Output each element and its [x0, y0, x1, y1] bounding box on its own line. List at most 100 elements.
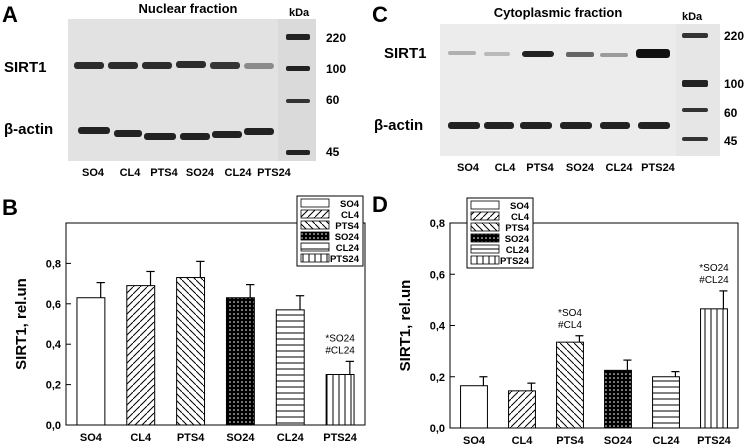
- y-tick-label: 0,0: [430, 423, 445, 435]
- x-tick-label: PTS24: [323, 432, 358, 444]
- bar-pts24: [325, 374, 355, 426]
- panel-a-lane-cl24: CL24: [225, 167, 253, 179]
- y-axis-label: SIRT1, rel.un: [397, 280, 414, 372]
- legend-label: SO4: [340, 199, 360, 210]
- legend-swatch: [300, 231, 330, 241]
- x-tick-label: SO4: [80, 432, 103, 444]
- significance-annotation: #CL4: [558, 320, 582, 331]
- x-tick-label: CL4: [512, 435, 534, 445]
- legend-label: PTS4: [505, 223, 529, 234]
- panel-c-lane-so24: SO24: [566, 162, 595, 174]
- x-tick-label: SO24: [604, 435, 633, 445]
- legend-label: CL24: [336, 243, 360, 254]
- panel-c-letter: C: [372, 2, 388, 27]
- panel-c-title: Cytoplasmic fraction: [494, 5, 623, 20]
- panel-a-row-label-sirt1: SIRT1: [4, 59, 47, 76]
- panel-c-row-label-actin: β-actin: [374, 117, 423, 134]
- panel-a-lane-so4: SO4: [82, 167, 105, 179]
- panel-a-letter: A: [2, 2, 18, 27]
- panel-a-sirt1-bands: [74, 61, 274, 69]
- legend-label: PTS4: [335, 221, 359, 232]
- panel-a-actin-bands: [78, 127, 274, 140]
- panel-a-marker-220: 220: [326, 31, 346, 45]
- panel-c-lane-pts24: PTS24: [641, 162, 676, 174]
- panel-a-title: Nuclear fraction: [139, 1, 238, 16]
- legend-label: CL4: [511, 212, 530, 223]
- bar-pts4: [176, 277, 206, 426]
- legend-label: SO24: [335, 232, 360, 243]
- panel-c-sirt1-bands: [448, 49, 670, 58]
- legend-swatch: [470, 255, 500, 265]
- panel-c-actin-bands: [448, 122, 670, 129]
- legend-swatch: [300, 220, 330, 230]
- legend-label: PTS24: [330, 254, 360, 265]
- legend-swatch: [300, 242, 330, 252]
- panel-d-letter: D: [372, 192, 388, 217]
- significance-annotation: *SO24: [699, 263, 729, 274]
- y-tick-label: 0,6: [430, 269, 445, 281]
- panel-a-marker-45: 45: [326, 145, 340, 159]
- panel-c-lane-cl4: CL4: [495, 162, 517, 174]
- y-tick-label: 0,4: [430, 321, 446, 333]
- legend-frame: [296, 195, 364, 267]
- bar-cl24: [652, 376, 680, 429]
- panel-a: A Nuclear fraction kDa SIRT1 β-a: [2, 1, 346, 179]
- legend-swatch: [300, 209, 330, 219]
- significance-annotation: *SO4: [558, 308, 582, 319]
- x-tick-label: PTS24: [697, 435, 732, 445]
- panel-c-marker-60: 60: [724, 106, 738, 120]
- y-tick-label: 0,0: [46, 420, 61, 432]
- bar-cl4: [126, 285, 156, 426]
- significance-annotation: #CL24: [325, 345, 355, 356]
- bar-cl4: [508, 390, 536, 429]
- significance-annotation: *SO24: [325, 333, 355, 344]
- panel-c-lane-cl24: CL24: [606, 162, 634, 174]
- x-tick-label: PTS4: [556, 435, 584, 445]
- x-tick-label: CL24: [277, 432, 305, 444]
- panel-a-kda-label: kDa: [289, 7, 310, 19]
- panel-c-kda-label: kDa: [682, 11, 703, 23]
- panel-a-row-label-actin: β-actin: [4, 121, 53, 138]
- bar-pts24: [700, 308, 728, 429]
- panel-c-marker-220: 220: [724, 29, 744, 43]
- bar-cl24: [275, 309, 305, 426]
- legend-label: SO4: [510, 201, 530, 212]
- panel-a-lane-cl4: CL4: [120, 167, 142, 179]
- bar-so24: [225, 297, 255, 426]
- legend-label: PTS24: [500, 256, 530, 267]
- panel-c-blot-inner: [440, 24, 676, 156]
- x-tick-label: SO4: [463, 435, 486, 445]
- y-tick-label: 0,2: [46, 380, 61, 392]
- y-tick-label: 0,6: [46, 299, 61, 311]
- panel-a-lane-so24: SO24: [186, 167, 215, 179]
- bar-so4: [76, 297, 106, 426]
- panel-a-lane-pts4: PTS4: [150, 167, 178, 179]
- x-tick-label: PTS4: [177, 432, 205, 444]
- panel-c-marker-45: 45: [724, 134, 738, 148]
- panel-c-ladder: [682, 33, 708, 141]
- legend-swatch: [300, 198, 330, 208]
- panel-a-ladder: [286, 34, 310, 155]
- legend-swatch: [470, 200, 500, 210]
- panel-c-marker-100: 100: [724, 77, 744, 91]
- plot-frame: [65, 222, 366, 426]
- legend-swatch: [470, 233, 500, 243]
- legend-swatch: [300, 253, 330, 263]
- panel-a-lane-pts24: PTS24: [257, 167, 292, 179]
- legend-swatch: [470, 211, 500, 221]
- y-tick-label: 0,4: [46, 339, 62, 351]
- x-tick-label: SO24: [226, 432, 255, 444]
- y-tick-label: 0,8: [46, 258, 61, 270]
- legend-label: CL24: [506, 245, 530, 256]
- panel-c-lane-so4: SO4: [457, 162, 480, 174]
- significance-annotation: #CL24: [699, 275, 729, 286]
- y-axis-label: SIRT1, rel.un: [13, 278, 30, 370]
- y-tick-label: 0,8: [430, 218, 445, 230]
- panel-c-row-label-sirt1: SIRT1: [384, 45, 427, 62]
- bar-so24: [604, 369, 632, 429]
- y-tick-label: 0,2: [430, 372, 445, 384]
